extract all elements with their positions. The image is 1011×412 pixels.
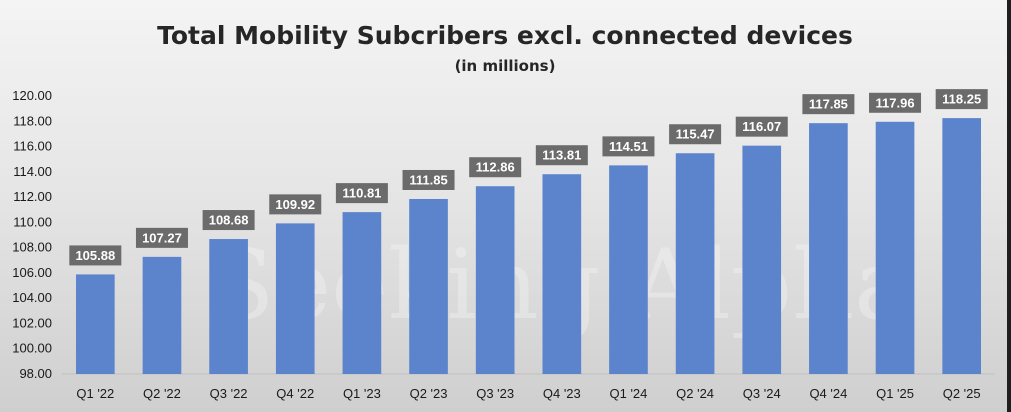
data-label: 113.81	[535, 145, 588, 166]
x-tick-label: Q2 '25	[943, 386, 981, 401]
data-label-bg	[602, 136, 655, 157]
data-label-text: 107.27	[142, 230, 182, 245]
data-label-text: 115.47	[676, 127, 715, 142]
data-label-text: 117.85	[809, 97, 848, 112]
data-label-bg	[335, 183, 388, 204]
bar	[209, 239, 248, 374]
data-label: 117.85	[802, 94, 855, 115]
data-label: 107.27	[135, 227, 188, 248]
chart-title: Total Mobility Subcribers excl. connecte…	[157, 21, 853, 50]
data-label-bg	[135, 227, 188, 248]
data-label: 116.07	[735, 116, 788, 137]
y-tick-label: 118.00	[13, 113, 52, 128]
y-tick-label: 106.00	[12, 265, 52, 280]
x-tick-label: Q3 '23	[476, 386, 514, 401]
data-label: 111.85	[402, 169, 455, 190]
data-label-text: 110.81	[342, 186, 381, 201]
bar	[809, 123, 848, 374]
bar	[542, 174, 582, 374]
x-tick-label: Q1 '23	[343, 386, 381, 401]
bar	[142, 256, 182, 374]
data-label: 118.25	[935, 89, 988, 110]
y-tick-label: 98.00	[19, 366, 52, 381]
data-label-text: 118.25	[942, 92, 981, 107]
data-label: 112.86	[469, 157, 522, 178]
x-tick-label: Q3 '22	[210, 386, 248, 401]
data-labels: 105.88 107.27 108.68 109.92 110.81 111.85 112.…	[69, 89, 988, 266]
data-label: 117.96	[869, 92, 922, 113]
data-label-bg	[935, 89, 988, 110]
data-label-bg	[669, 124, 722, 145]
y-axis: 98.00 100.00 102.00 104.00 106.00 108.00 110.0…	[12, 88, 995, 381]
data-label-text: 111.85	[409, 172, 447, 187]
y-tick-label: 104.00	[12, 290, 52, 305]
bars	[75, 118, 982, 374]
y-tick-label: 100.00	[12, 341, 52, 356]
x-tick-label: Q1 '24	[610, 386, 648, 401]
data-label-text: 109.92	[275, 197, 315, 212]
bar	[475, 186, 515, 374]
bar	[875, 121, 915, 374]
x-tick-label: Q1 '22	[76, 386, 114, 401]
x-tick-label: Q4 '24	[809, 386, 847, 401]
data-label-text: 113.81	[542, 148, 581, 163]
bar	[342, 212, 382, 374]
bar	[742, 145, 782, 374]
x-tick-label: Q4 '23	[543, 386, 581, 401]
data-label-text: 116.07	[742, 119, 781, 134]
data-label: 115.47	[669, 124, 722, 145]
bar	[942, 118, 982, 374]
chart-subtitle: (in millions)	[455, 57, 556, 75]
bar	[275, 223, 315, 374]
data-label: 105.88	[69, 245, 122, 266]
x-axis: Q1 '22 Q2 '22 Q3 '22 Q4 '22 Q1 '23 Q2 '23 Q3 '…	[76, 386, 980, 401]
data-label-bg	[802, 94, 855, 115]
data-label-text: 108.68	[209, 213, 249, 228]
y-tick-label: 120.00	[12, 88, 52, 103]
data-label-text: 105.88	[75, 248, 115, 263]
bar	[675, 153, 715, 374]
y-tick-label: 116.00	[13, 139, 52, 154]
data-label: 109.92	[269, 194, 322, 215]
x-tick-label: Q2 '22	[143, 386, 181, 401]
bar	[75, 274, 115, 374]
data-label-text: 114.51	[609, 139, 648, 154]
data-label-bg	[535, 145, 588, 166]
y-tick-label: 114.00	[13, 164, 52, 179]
y-tick-label: 102.00	[12, 315, 52, 330]
data-label: 110.81	[335, 183, 388, 204]
data-label-bg	[402, 169, 455, 190]
data-label-bg	[69, 245, 122, 266]
data-label-bg	[202, 210, 255, 231]
x-tick-label: Q1 '25	[876, 386, 914, 401]
y-tick-label: 112.00	[13, 189, 52, 204]
y-tick-label: 110.00	[13, 214, 52, 229]
data-label-bg	[469, 157, 522, 178]
data-label: 114.51	[602, 136, 655, 157]
bar	[409, 198, 448, 374]
data-label-bg	[869, 92, 922, 113]
data-label-bg	[269, 194, 322, 215]
data-label-text: 112.86	[476, 160, 515, 175]
x-tick-label: Q4 '22	[276, 386, 314, 401]
data-label: 108.68	[202, 210, 255, 231]
x-tick-label: Q3 '24	[743, 386, 781, 401]
data-label-bg	[735, 116, 788, 137]
bar	[609, 165, 648, 374]
data-label-text: 117.96	[876, 95, 915, 110]
x-tick-label: Q2 '24	[676, 386, 714, 401]
x-tick-label: Q2 '23	[410, 386, 448, 401]
y-tick-label: 108.00	[12, 240, 52, 255]
